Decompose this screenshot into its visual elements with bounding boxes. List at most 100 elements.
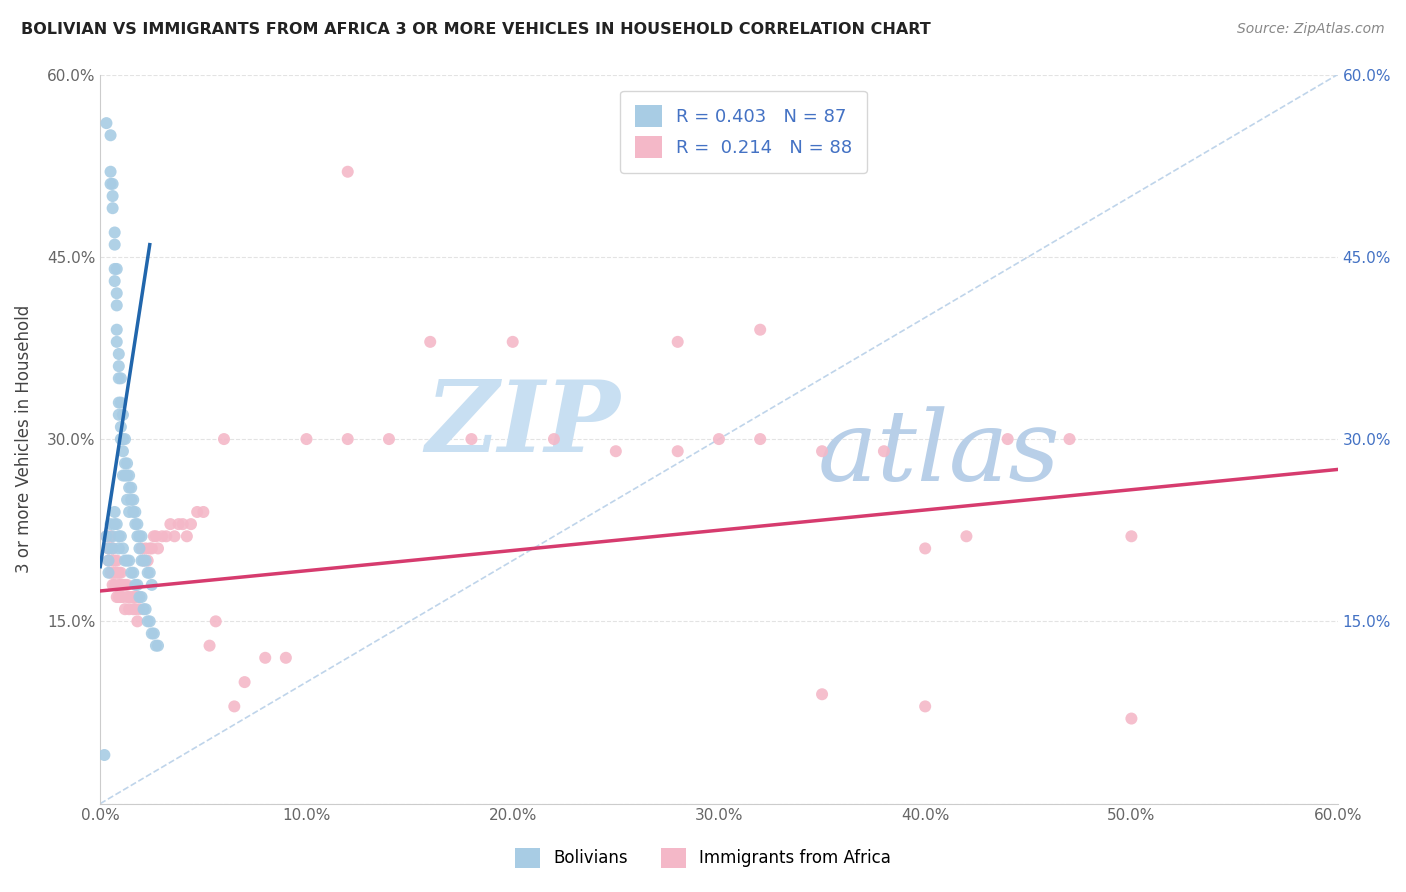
Point [666,334,689,349]
Point [132,553,155,567]
Point [111,444,134,458]
Point [749,432,772,446]
Point [101,189,124,203]
Point [105,566,128,580]
Point [114,432,136,446]
Point [955,529,977,543]
Point [111,408,134,422]
Y-axis label: 3 or more Vehicles in Household: 3 or more Vehicles in Household [15,305,32,574]
Point [122,602,145,616]
Point [110,590,132,604]
Point [104,262,127,277]
Point [139,615,162,629]
Point [108,347,131,361]
Point [136,553,159,567]
Point [110,578,132,592]
Point [120,566,142,580]
Point [115,590,138,604]
Point [295,432,318,446]
Point [749,323,772,337]
Point [104,578,127,592]
Point [997,432,1019,446]
Legend: R = 0.403   N = 87, R =  0.214   N = 88: R = 0.403 N = 87, R = 0.214 N = 88 [620,91,868,173]
Point [101,566,124,580]
Point [135,553,157,567]
Point [124,505,146,519]
Point [131,541,153,556]
Point [96,529,118,543]
Point [115,492,138,507]
Point [118,590,141,604]
Point [114,456,136,470]
Point [105,286,128,301]
Point [108,590,131,604]
Point [122,492,145,507]
Point [105,517,128,532]
Point [180,517,202,532]
Point [135,541,157,556]
Point [96,529,118,543]
Point [100,177,122,191]
Point [145,639,167,653]
Point [124,578,146,592]
Point [114,553,136,567]
Point [100,566,122,580]
Point [419,334,441,349]
Text: BOLIVIAN VS IMMIGRANTS FROM AFRICA 3 OR MORE VEHICLES IN HOUSEHOLD CORRELATION C: BOLIVIAN VS IMMIGRANTS FROM AFRICA 3 OR … [21,22,931,37]
Point [114,578,136,592]
Point [100,541,122,556]
Point [233,675,256,690]
Point [132,602,155,616]
Point [543,432,565,446]
Point [914,541,936,556]
Point [104,274,127,288]
Point [142,626,165,640]
Legend: Bolivians, Immigrants from Africa: Bolivians, Immigrants from Africa [508,841,898,875]
Point [108,541,131,556]
Point [1059,432,1081,446]
Point [105,298,128,312]
Point [122,590,145,604]
Point [115,468,138,483]
Point [142,529,165,543]
Point [146,639,169,653]
Text: ZIP: ZIP [425,376,620,473]
Point [136,566,159,580]
Point [105,262,128,277]
Point [212,432,235,446]
Point [127,517,149,532]
Point [128,590,150,604]
Point [336,432,359,446]
Point [101,529,124,543]
Point [110,529,132,543]
Point [105,553,128,567]
Point [167,517,190,532]
Point [118,553,141,567]
Point [101,177,124,191]
Point [159,517,181,532]
Point [274,650,297,665]
Point [141,541,163,556]
Point [155,529,177,543]
Point [100,165,122,179]
Point [104,237,127,252]
Point [101,541,124,556]
Point [104,505,127,519]
Point [204,615,226,629]
Point [914,699,936,714]
Point [127,590,149,604]
Point [122,505,145,519]
Point [108,371,131,385]
Point [131,590,153,604]
Point [128,529,150,543]
Point [502,334,524,349]
Point [127,578,149,592]
Point [1121,712,1143,726]
Point [118,481,141,495]
Point [118,468,141,483]
Point [139,566,162,580]
Point [124,517,146,532]
Point [101,553,124,567]
Point [707,432,730,446]
Point [111,432,134,446]
